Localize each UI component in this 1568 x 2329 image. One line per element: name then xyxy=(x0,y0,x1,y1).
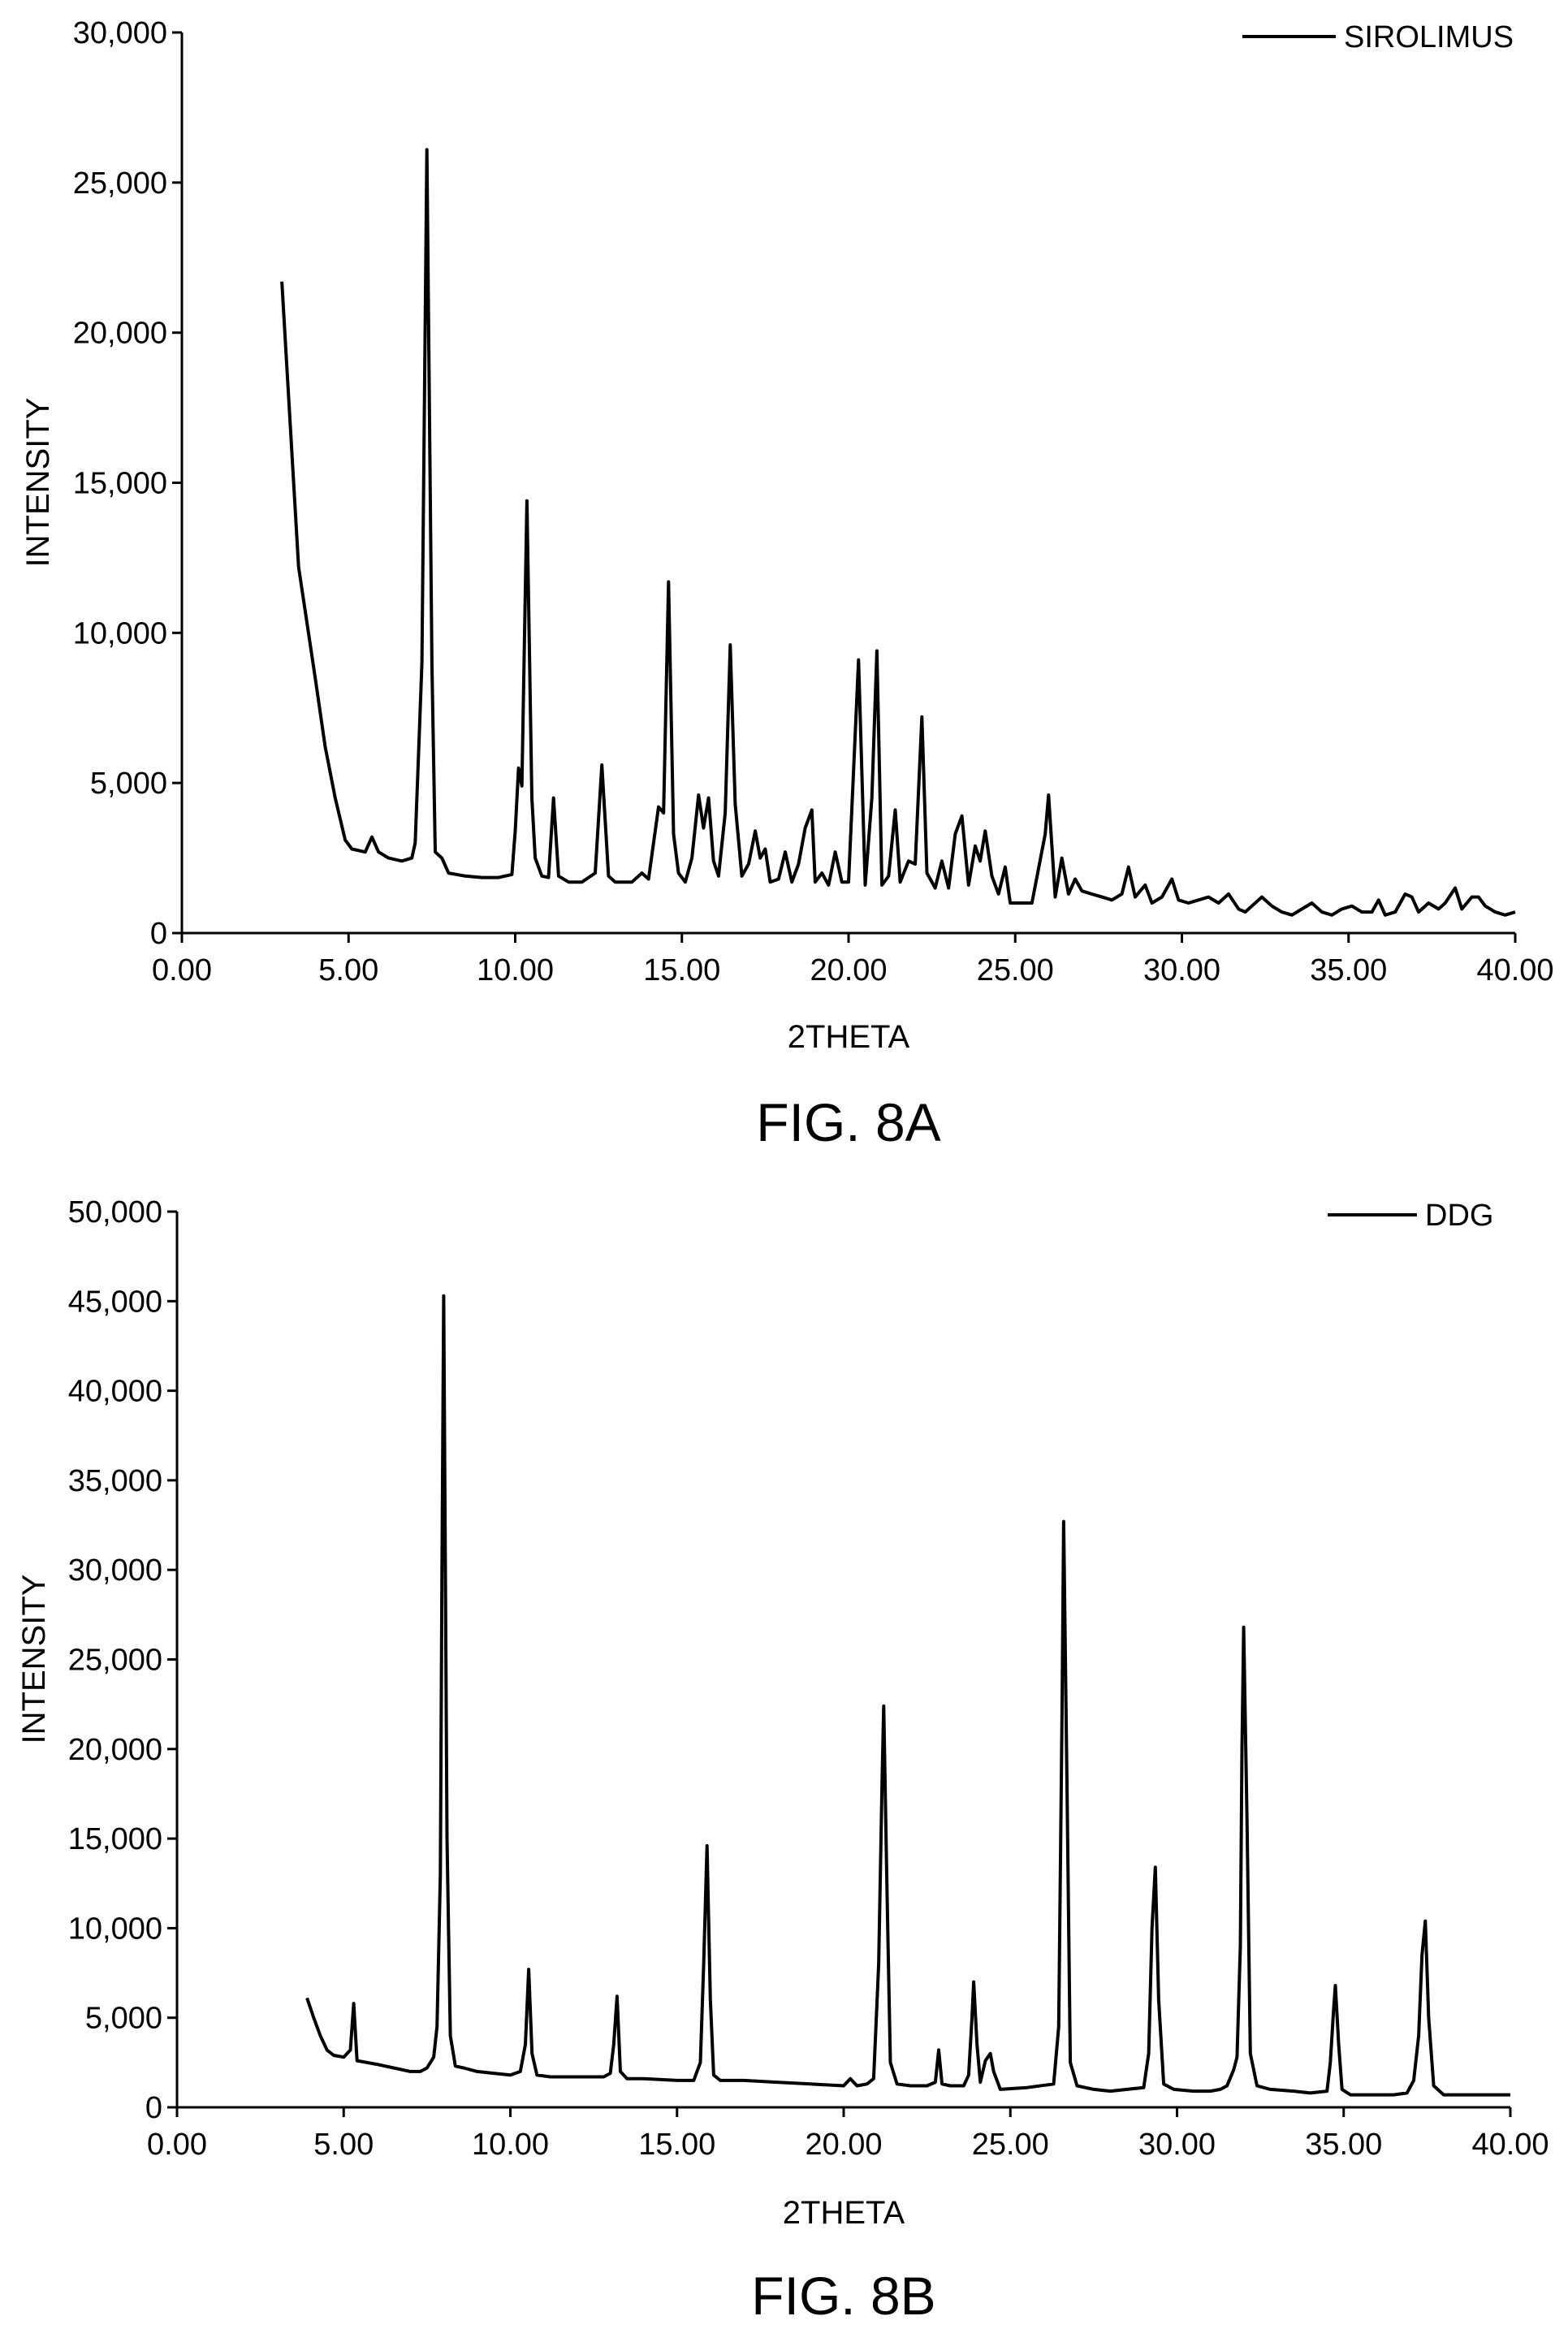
y-tick-label: 0 xyxy=(150,917,167,951)
y-tick-label: 5,000 xyxy=(85,2002,162,2036)
y-tick-label: 40,000 xyxy=(68,1375,162,1409)
x-tick-label: 0.00 xyxy=(152,953,212,987)
y-axis-label: INTENSITY xyxy=(16,1575,52,1744)
y-tick-label: 10,000 xyxy=(73,616,167,650)
legend-label-sirolimus: SIROLIMUS xyxy=(1344,20,1514,54)
x-tick-label: 15.00 xyxy=(638,2128,715,2162)
legend: DDG xyxy=(1328,1199,1493,1233)
y-tick-label: 15,000 xyxy=(68,1822,162,1856)
x-tick-label: 15.00 xyxy=(643,953,720,987)
x-tick-label: 35.00 xyxy=(1310,953,1387,987)
x-ticks: 0.00 5.00 10.00 15.00 20.00 25.00 30.00 35.00 40… xyxy=(147,2107,1549,2162)
y-ticks: 0 5,000 10,000 15,000 20,000 25,000 30,000 35,0… xyxy=(68,1195,177,2125)
y-tick-label: 5,000 xyxy=(90,767,167,801)
x-tick-label: 40.00 xyxy=(1476,953,1553,987)
x-tick-label: 20.00 xyxy=(805,2128,882,2162)
y-tick-label: 45,000 xyxy=(68,1285,162,1319)
x-tick-label: 40.00 xyxy=(1471,2128,1549,2162)
x-tick-label: 5.00 xyxy=(313,2128,374,2162)
x-tick-label: 30.00 xyxy=(1143,953,1220,987)
x-ticks: 0.00 5.00 10.00 15.00 20.00 25.00 30.00 35.00 40… xyxy=(152,933,1554,987)
chart-fig-8b: 0 5,000 10,000 15,000 20,000 25,000 30,000 35,0… xyxy=(16,1195,1549,2326)
series-line-ddg xyxy=(305,1294,1510,2097)
x-tick-label: 25.00 xyxy=(977,953,1054,987)
y-tick-label: 25,000 xyxy=(73,166,167,201)
x-axis-label: 2THETA xyxy=(783,2195,905,2231)
legend: SIROLIMUS xyxy=(1242,20,1514,54)
chart-fig-8a: 0 5,000 10,000 15,000 20,000 25,000 30,000 0.0… xyxy=(20,16,1554,1152)
y-ticks: 0 5,000 10,000 15,000 20,000 25,000 30,000 xyxy=(73,16,182,951)
y-axis-label: INTENSITY xyxy=(20,398,56,568)
figure-caption: FIG. 8A xyxy=(756,1092,940,1152)
y-tick-label: 30,000 xyxy=(68,1553,162,1588)
x-tick-label: 10.00 xyxy=(472,2128,549,2162)
y-tick-label: 50,000 xyxy=(68,1195,162,1229)
x-tick-label: 25.00 xyxy=(972,2128,1049,2162)
x-axis-label: 2THETA xyxy=(788,1019,910,1055)
y-tick-label: 20,000 xyxy=(68,1733,162,1767)
y-tick-label: 20,000 xyxy=(73,317,167,351)
x-tick-label: 35.00 xyxy=(1305,2128,1382,2162)
x-tick-label: 20.00 xyxy=(810,953,887,987)
y-tick-label: 30,000 xyxy=(73,16,167,50)
figure-caption: FIG. 8B xyxy=(751,2266,935,2326)
legend-label-ddg: DDG xyxy=(1425,1199,1493,1233)
y-tick-label: 15,000 xyxy=(73,467,167,501)
x-tick-label: 30.00 xyxy=(1138,2128,1216,2162)
y-tick-label: 35,000 xyxy=(68,1464,162,1498)
y-tick-label: 10,000 xyxy=(68,1912,162,1946)
y-tick-label: 0 xyxy=(145,2091,162,2125)
x-tick-label: 0.00 xyxy=(147,2128,207,2162)
series-line-sirolimus xyxy=(280,148,1516,917)
y-tick-label: 25,000 xyxy=(68,1644,162,1678)
x-tick-label: 5.00 xyxy=(318,953,378,987)
x-tick-label: 10.00 xyxy=(477,953,554,987)
